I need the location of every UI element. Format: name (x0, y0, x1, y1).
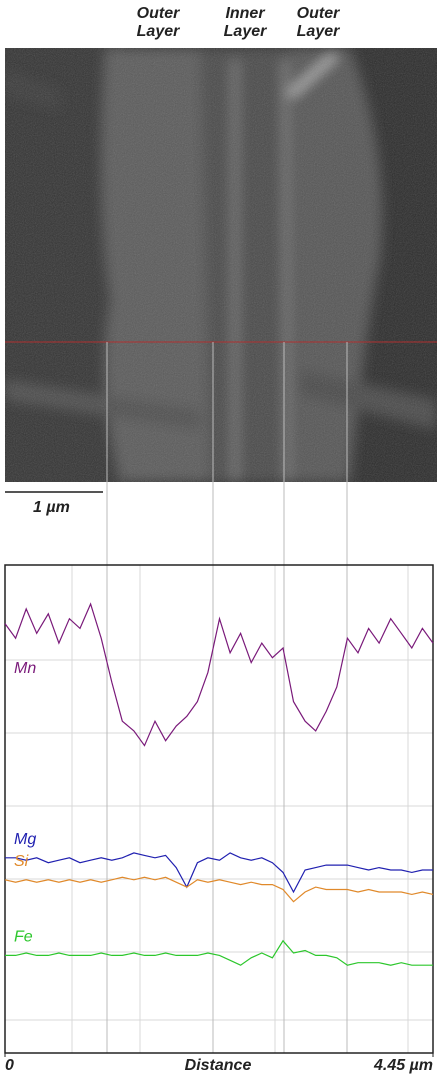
plot-frame (4, 564, 434, 1054)
layer-label: Layer (297, 23, 340, 40)
layer-label: Layer (224, 23, 267, 40)
layer-label: Outer (137, 5, 180, 22)
sem-image (5, 48, 437, 482)
x-axis-label: Distance (185, 1057, 252, 1074)
layer-labels: Outer Layer Inner Layer Outer Layer (137, 5, 340, 40)
series-line (4, 876, 434, 903)
series-line (5, 939, 433, 966)
series-label: Si (14, 853, 29, 870)
series-line (4, 602, 434, 747)
plot-grid (5, 565, 433, 1053)
series-line (5, 852, 433, 894)
series-label: Mn (14, 660, 36, 677)
x-tick-label: 0 (5, 1057, 14, 1074)
layer-label: Inner (225, 5, 265, 22)
layer-label: Layer (137, 23, 180, 40)
x-tick-label: 4.45 µm (373, 1057, 433, 1074)
scale-bar-label: 1 µm (33, 499, 70, 516)
layer-label: Outer (297, 5, 340, 22)
series-label: Mg (14, 831, 36, 848)
series-label: Fe (14, 929, 33, 946)
layer-guides (106, 342, 348, 1053)
